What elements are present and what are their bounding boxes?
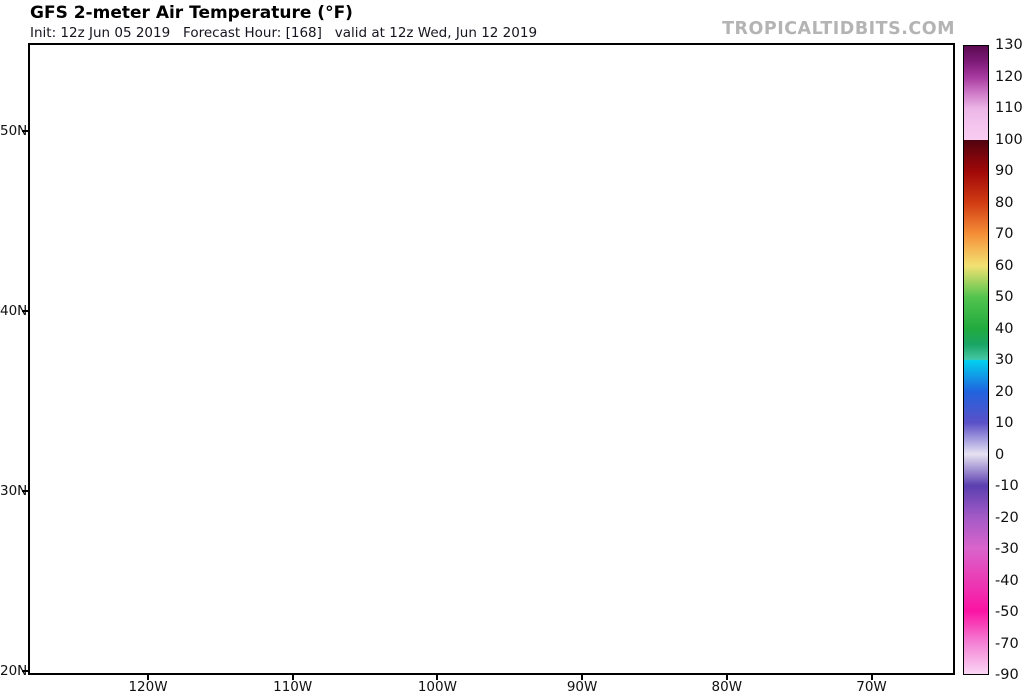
lat-tick-label: 50N bbox=[0, 123, 28, 139]
colorbar-tick-label: 100 bbox=[995, 131, 1023, 148]
colorbar-tick-label: 80 bbox=[995, 194, 1014, 211]
lat-tick-mark bbox=[22, 670, 28, 672]
colorbar-tick-label: 0 bbox=[995, 446, 1005, 463]
colorbar-tick-label: -30 bbox=[995, 541, 1019, 557]
colorbar-tick-label: -50 bbox=[995, 604, 1019, 620]
lon-tick-mark bbox=[291, 674, 294, 680]
lon-tick-mark bbox=[725, 674, 728, 680]
colorbar-tick-label: -40 bbox=[995, 572, 1019, 589]
lon-tick-label: 90W bbox=[566, 679, 598, 695]
colorbar-tick-label: -20 bbox=[995, 509, 1019, 526]
lon-tick-mark bbox=[870, 674, 873, 680]
lat-tick-mark bbox=[22, 130, 28, 132]
colorbar-tick-label: 70 bbox=[995, 226, 1014, 242]
lon-tick-mark bbox=[436, 674, 439, 680]
colorbar-tick-label: 30 bbox=[995, 352, 1014, 368]
colorbar bbox=[963, 45, 989, 675]
lon-tick-mark bbox=[147, 674, 149, 680]
lat-tick-mark bbox=[22, 310, 28, 312]
lat-tick-label: 40N bbox=[0, 303, 28, 319]
lon-tick-label: 100W bbox=[417, 679, 457, 695]
lon-tick-label: 120W bbox=[128, 679, 168, 695]
colorbar-tick-label: -10 bbox=[995, 478, 1019, 494]
forecast-subtitle: Init: 12z Jun 05 2019 Forecast Hour: [16… bbox=[30, 25, 538, 41]
watermark-logo: TROPICALTIDBITS.COM bbox=[722, 19, 955, 39]
colorbar-tick-label: 10 bbox=[995, 415, 1014, 431]
lat-tick-label: 20N bbox=[0, 663, 28, 679]
colorbar-tick-label: 120 bbox=[995, 68, 1023, 85]
map-frame bbox=[28, 43, 955, 675]
lon-tick-label: 80W bbox=[711, 679, 743, 695]
lon-tick-label: 70W bbox=[856, 679, 887, 695]
colorbar-tick-label: -90 bbox=[995, 667, 1019, 683]
page-title: GFS 2-meter Air Temperature (°F) bbox=[30, 3, 353, 23]
lat-tick-label: 30N bbox=[0, 483, 28, 499]
lon-tick-label: 110W bbox=[273, 679, 313, 695]
colorbar-tick-label: 50 bbox=[995, 289, 1014, 305]
lon-tick-mark bbox=[581, 674, 584, 680]
colorbar-tick-label: 130 bbox=[995, 37, 1023, 53]
colorbar-tick-label: -70 bbox=[995, 635, 1019, 652]
colorbar-tick-label: 20 bbox=[995, 383, 1014, 400]
colorbar-tick-label: 90 bbox=[995, 163, 1014, 179]
colorbar-tick-label: 60 bbox=[995, 257, 1014, 274]
colorbar-tick-label: 40 bbox=[995, 320, 1014, 337]
lat-tick-mark bbox=[22, 490, 28, 492]
colorbar-tick-label: 110 bbox=[995, 100, 1023, 116]
